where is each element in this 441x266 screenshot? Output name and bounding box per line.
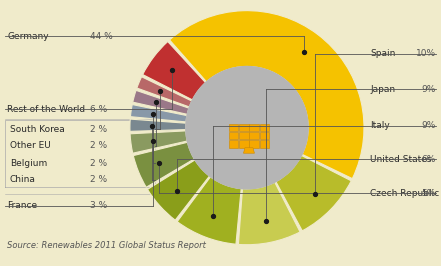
- Wedge shape: [169, 11, 364, 179]
- Wedge shape: [276, 155, 351, 231]
- Bar: [249, 124, 259, 131]
- Wedge shape: [133, 90, 189, 114]
- Wedge shape: [239, 182, 300, 245]
- Text: Germany: Germany: [7, 31, 49, 40]
- Text: 44 %: 44 %: [90, 31, 113, 40]
- Bar: [249, 140, 259, 148]
- Text: 5%: 5%: [422, 189, 436, 197]
- Wedge shape: [131, 105, 187, 122]
- Text: Source: Renewables 2011 Global Status Report: Source: Renewables 2011 Global Status Re…: [7, 242, 206, 251]
- Text: France: France: [7, 202, 37, 210]
- Text: Other EU: Other EU: [10, 142, 51, 151]
- Wedge shape: [137, 77, 192, 107]
- Polygon shape: [243, 148, 254, 153]
- Wedge shape: [133, 142, 194, 187]
- Wedge shape: [143, 41, 206, 100]
- Text: Belgium: Belgium: [10, 159, 47, 168]
- Text: Rest of the World: Rest of the World: [7, 105, 85, 114]
- Bar: [229, 140, 238, 148]
- Text: 10%: 10%: [416, 49, 436, 59]
- Bar: [260, 132, 269, 139]
- Text: United States: United States: [370, 155, 431, 164]
- Text: 2 %: 2 %: [90, 176, 107, 185]
- Text: 6 %: 6 %: [90, 105, 107, 114]
- Bar: [239, 124, 249, 131]
- Wedge shape: [177, 177, 241, 244]
- Wedge shape: [130, 131, 187, 153]
- Text: 2 %: 2 %: [90, 124, 107, 134]
- Text: 6%: 6%: [422, 155, 436, 164]
- Text: South Korea: South Korea: [10, 124, 65, 134]
- Text: 2 %: 2 %: [90, 159, 107, 168]
- Bar: [239, 140, 249, 148]
- Bar: [260, 140, 269, 148]
- Text: Spain: Spain: [370, 49, 396, 59]
- Text: 9%: 9%: [422, 85, 436, 94]
- Text: Italy: Italy: [370, 122, 390, 131]
- Text: Czech Republic: Czech Republic: [370, 189, 439, 197]
- Wedge shape: [130, 119, 186, 131]
- Bar: [239, 132, 249, 139]
- Bar: [229, 132, 238, 139]
- Bar: [249, 132, 259, 139]
- Circle shape: [186, 66, 308, 189]
- Text: China: China: [10, 176, 36, 185]
- Bar: [260, 124, 269, 131]
- Text: 2 %: 2 %: [90, 142, 107, 151]
- Wedge shape: [147, 160, 209, 220]
- Text: 3 %: 3 %: [90, 202, 107, 210]
- Text: Japan: Japan: [370, 85, 395, 94]
- Bar: [229, 124, 238, 131]
- Text: 9%: 9%: [422, 122, 436, 131]
